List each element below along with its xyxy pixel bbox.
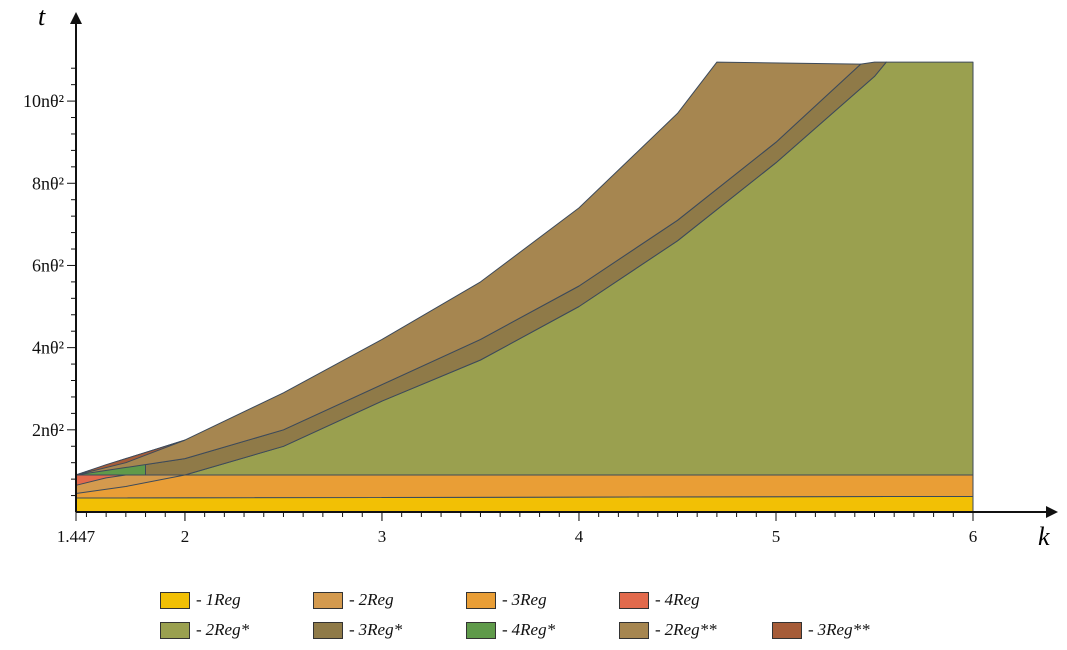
legend-dash: - xyxy=(808,620,814,639)
y-tick-label: 8nθ² xyxy=(32,173,64,193)
legend-dash: - xyxy=(349,590,355,609)
y-tick-label: 6nθ² xyxy=(32,255,64,275)
legend-label: 3Reg** xyxy=(817,620,870,639)
x-tick-label: 1.447 xyxy=(57,527,96,546)
legend-dash: - xyxy=(196,590,202,609)
legend-swatch xyxy=(160,621,190,639)
legend-label: 2Reg* xyxy=(205,620,250,639)
y-tick-label: 2nθ² xyxy=(32,420,64,440)
ticks-layer: 1.447 2 3 4 5 6 2nθ² 4nθ² 6nθ² 8nθ² 10nθ² xyxy=(23,67,978,546)
legend-label: 4Reg xyxy=(664,590,700,609)
legend-label: 2Reg** xyxy=(664,620,717,639)
region-3reg xyxy=(75,474,974,499)
legend-swatch xyxy=(160,591,190,609)
region-2regstarstar xyxy=(75,61,862,476)
x-tick-label: 6 xyxy=(969,527,978,546)
legend: -1Reg -2Reg -3Reg -4Reg -2Reg* -3Reg* -4Reg* -… xyxy=(160,590,980,650)
y-axis-label: t xyxy=(38,2,46,31)
legend-dash: - xyxy=(502,620,508,639)
y-tick-label: 4nθ² xyxy=(32,338,64,358)
legend-swatch xyxy=(466,591,496,609)
legend-item: -2Reg xyxy=(313,590,394,610)
y-tick-label: 10nθ² xyxy=(23,91,64,111)
legend-dash: - xyxy=(655,590,661,609)
region-chart: k t 1.447 2 3 4 5 6 2nθ² 4nθ² 6nθ² 8nθ² 10nθ² xyxy=(23,2,1058,551)
region-3regstarstar xyxy=(75,439,186,476)
legend-swatch xyxy=(619,591,649,609)
x-axis-label: k xyxy=(1038,522,1050,551)
x-tick-label: 3 xyxy=(378,527,387,546)
legend-swatch xyxy=(466,621,496,639)
legend-item: -2Reg* xyxy=(160,620,249,640)
legend-item: -3Reg** xyxy=(772,620,870,640)
legend-swatch xyxy=(313,591,343,609)
region-1reg xyxy=(75,495,974,513)
x-axis-arrow xyxy=(1046,506,1058,518)
legend-item: -2Reg** xyxy=(619,620,717,640)
legend-swatch xyxy=(313,621,343,639)
legend-dash: - xyxy=(655,620,661,639)
x-tick-label: 5 xyxy=(772,527,781,546)
x-tick-label: 4 xyxy=(575,527,584,546)
legend-item: -3Reg xyxy=(466,590,547,610)
regions-layer xyxy=(75,61,974,513)
legend-label: 3Reg xyxy=(511,590,547,609)
legend-label: 1Reg xyxy=(205,590,241,609)
legend-item: -3Reg* xyxy=(313,620,402,640)
legend-row-2: -2Reg* -3Reg* -4Reg* -2Reg** -3Reg** xyxy=(160,620,980,650)
legend-dash: - xyxy=(196,620,202,639)
legend-item: -4Reg xyxy=(619,590,700,610)
legend-dash: - xyxy=(349,620,355,639)
x-tick-label: 2 xyxy=(181,527,190,546)
legend-label: 3Reg* xyxy=(358,620,403,639)
legend-item: -4Reg* xyxy=(466,620,555,640)
legend-row-1: -1Reg -2Reg -3Reg -4Reg xyxy=(160,590,980,620)
y-axis-arrow xyxy=(70,12,82,24)
axes-layer: k t xyxy=(38,2,1058,551)
legend-swatch xyxy=(619,621,649,639)
legend-label: 4Reg* xyxy=(511,620,556,639)
legend-item: -1Reg xyxy=(160,590,241,610)
legend-label: 2Reg xyxy=(358,590,394,609)
legend-dash: - xyxy=(502,590,508,609)
legend-swatch xyxy=(772,621,802,639)
